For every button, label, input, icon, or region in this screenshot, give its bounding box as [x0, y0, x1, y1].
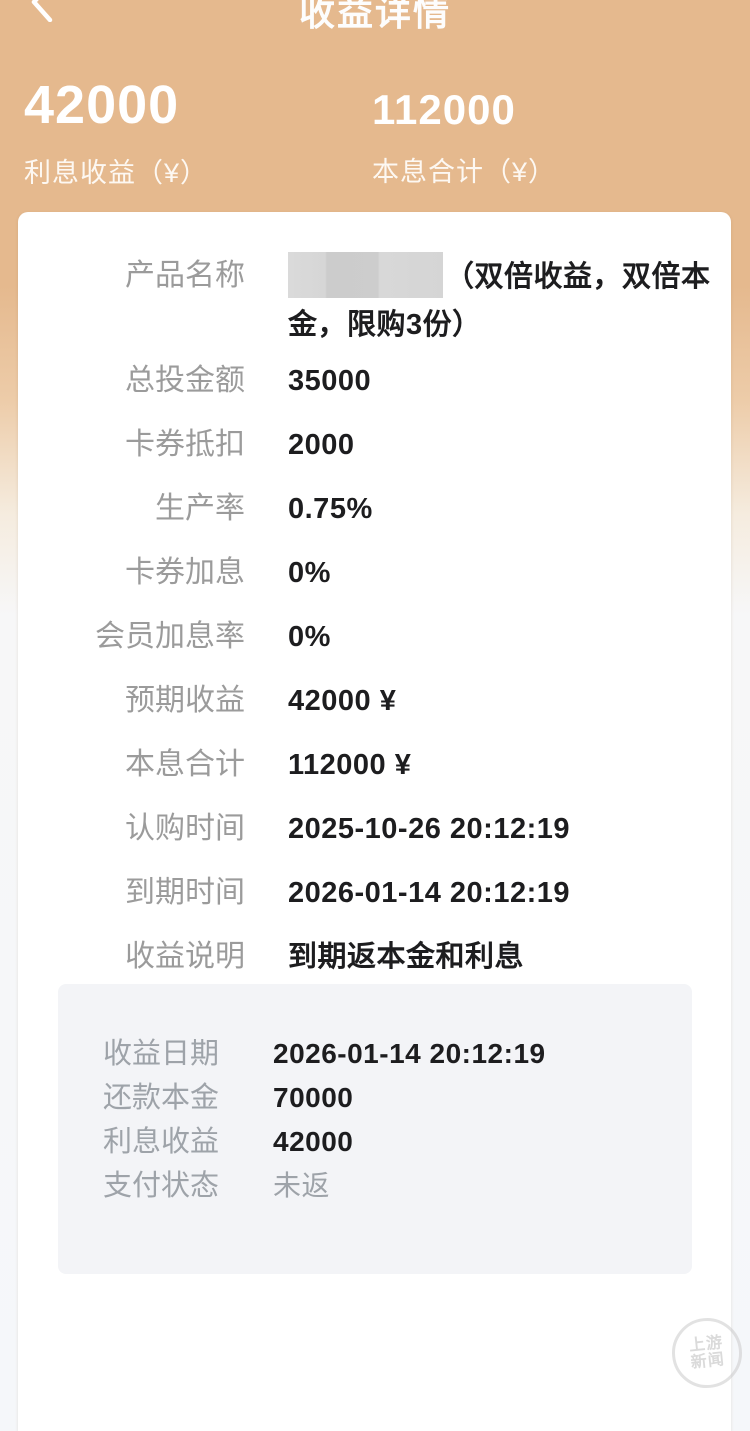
product-name-suffix: （双倍收益，双倍本金，限购3份）	[288, 261, 711, 341]
row-value: （双倍收益，双倍本金，限购3份）	[288, 252, 731, 349]
row-label: 本息合计	[125, 748, 245, 781]
row-value: 2025-10-26 20:12:19	[288, 813, 570, 845]
page-title: 收益详情	[298, 0, 451, 33]
row-value: 2000	[288, 429, 355, 461]
detail-row-expected-income: 预期收益 42000 ¥	[18, 681, 731, 721]
payout-card: 收益日期 2026-01-14 20:12:19 还款本金 70000 利息收益…	[58, 984, 692, 1274]
row-value: 35000	[288, 365, 372, 397]
row-label: 利息收益	[103, 1126, 220, 1158]
row-value: 112000 ¥	[288, 749, 412, 781]
row-value: 2026-01-14 20:12:19	[288, 877, 570, 909]
row-value: 到期返本金和利息	[288, 941, 525, 973]
back-icon[interactable]	[26, 0, 56, 23]
row-label: 会员加息率	[95, 620, 245, 653]
detail-row-total-invested: 总投金额 35000	[18, 361, 731, 401]
detail-row-product-name: 产品名称 （双倍收益，双倍本金，限购3份）	[18, 252, 731, 349]
detail-row-yield-rate: 生产率 0.75%	[18, 489, 731, 529]
row-label: 产品名称	[125, 259, 245, 292]
stat-interest-income: 42000 利息收益（¥）	[24, 78, 372, 190]
payout-row-payment-status: 支付状态 未返	[103, 1168, 692, 1204]
row-label: 到期时间	[125, 876, 245, 909]
row-label: 总投金额	[125, 364, 245, 397]
row-label: 还款本金	[103, 1082, 220, 1114]
stat-principal-interest-total: 112000 本息合计（¥）	[372, 78, 556, 190]
payout-row-income-date: 收益日期 2026-01-14 20:12:19	[103, 1036, 692, 1072]
row-label: 认购时间	[125, 812, 245, 845]
detail-row-principal-interest-total: 本息合计 112000 ¥	[18, 745, 731, 785]
watermark-line2: 新闻	[690, 1351, 726, 1372]
summary-stats: 42000 利息收益（¥） 112000 本息合计（¥）	[24, 78, 750, 190]
row-label: 预期收益	[125, 684, 245, 717]
stat-interest-value: 42000	[24, 75, 180, 135]
row-label: 生产率	[155, 492, 245, 525]
payout-row-interest-income: 利息收益 42000	[103, 1124, 692, 1160]
detail-row-member-bonus-rate: 会员加息率 0%	[18, 617, 731, 657]
row-label: 支付状态	[103, 1170, 220, 1202]
nav-bar: 收益详情	[0, 0, 750, 40]
detail-card: 产品名称 （双倍收益，双倍本金，限购3份） 总投金额 35000 卡券抵扣 20…	[18, 212, 731, 1431]
detail-row-maturity-time: 到期时间 2026-01-14 20:12:19	[18, 873, 731, 913]
redacted-product-name	[288, 252, 443, 298]
row-label: 收益日期	[103, 1038, 220, 1070]
detail-row-coupon-bonus-rate: 卡券加息 0%	[18, 553, 731, 593]
row-value: 0%	[288, 621, 331, 653]
detail-row-subscription-time: 认购时间 2025-10-26 20:12:19	[18, 809, 731, 849]
row-value: 42000	[273, 1126, 354, 1157]
stat-total-value: 112000	[372, 86, 516, 133]
payout-row-repay-principal: 还款本金 70000	[103, 1080, 692, 1116]
payment-status-badge: 未返	[273, 1170, 331, 1201]
row-value: 2026-01-14 20:12:19	[273, 1038, 546, 1069]
stat-total-label: 本息合计（¥）	[372, 157, 557, 187]
row-value: 70000	[273, 1082, 354, 1113]
detail-row-income-note: 收益说明 到期返本金和利息	[18, 937, 731, 977]
detail-row-coupon-deduction: 卡券抵扣 2000	[18, 425, 731, 465]
stat-interest-label: 利息收益（¥）	[24, 158, 209, 188]
row-label: 收益说明	[125, 940, 245, 973]
row-label: 卡券加息	[125, 556, 245, 589]
row-value: 0.75%	[288, 493, 373, 525]
row-label: 卡券抵扣	[125, 428, 245, 461]
row-value: 42000 ¥	[288, 685, 397, 717]
row-value: 0%	[288, 557, 331, 589]
